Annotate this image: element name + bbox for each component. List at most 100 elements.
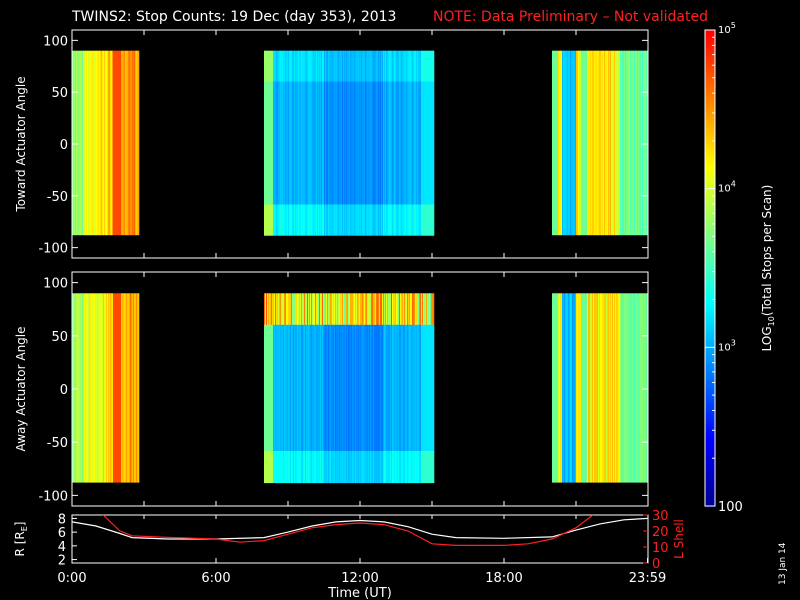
heatmap-cell <box>385 143 387 175</box>
heatmap-cell <box>395 50 397 82</box>
heatmap-cell <box>402 143 404 175</box>
y-tick-label-left: 8 <box>58 512 66 527</box>
heatmap-cell <box>355 419 357 452</box>
heatmap-cell <box>403 293 405 326</box>
colorbar-cell <box>705 171 715 173</box>
heatmap-cell <box>305 81 307 113</box>
colorbar-cell <box>705 371 715 373</box>
heatmap-cell <box>281 324 283 357</box>
heatmap-cell <box>100 293 102 483</box>
x-tick-label: 12:00 <box>341 571 378 586</box>
y-axis-label: Toward Actuator Angle <box>14 76 28 212</box>
colorbar-cell <box>705 178 715 180</box>
heatmap-cell <box>367 419 369 452</box>
heatmap-cell <box>620 293 622 483</box>
colorbar-cell <box>705 276 715 278</box>
colorbar-cell <box>705 87 715 89</box>
colorbar-cell <box>705 204 715 206</box>
heatmap-cell <box>321 204 323 236</box>
heatmap-cell <box>288 419 290 452</box>
heatmap-cell <box>608 293 610 483</box>
heatmap-cell <box>617 293 619 483</box>
heatmap-cell <box>398 324 400 357</box>
heatmap-cell <box>426 324 428 357</box>
colorbar-cell <box>705 208 715 210</box>
heatmap-cell <box>270 419 272 452</box>
heatmap-cell <box>294 173 296 205</box>
heatmap-cell <box>581 293 583 483</box>
heatmap-cell <box>341 387 343 420</box>
colorbar-cell <box>705 95 715 97</box>
heatmap-cell <box>319 419 321 452</box>
heatmap-cell <box>319 112 321 144</box>
colorbar-cell <box>705 407 715 409</box>
heatmap-cell <box>396 173 398 205</box>
colorbar-cell <box>705 121 715 123</box>
heatmap-cell <box>431 143 433 175</box>
heatmap-cell <box>415 143 417 175</box>
colorbar-cell <box>705 221 715 223</box>
heatmap-cell <box>91 293 93 483</box>
heatmap-cell <box>307 173 309 205</box>
heatmap-cell <box>396 81 398 113</box>
colorbar-cell <box>705 491 715 493</box>
heatmap-cell <box>424 293 426 326</box>
heatmap-cell <box>290 173 292 205</box>
heatmap-cell <box>410 112 412 144</box>
heatmap-cell <box>355 112 357 144</box>
heatmap-cell <box>329 387 331 420</box>
heatmap-cell <box>297 50 299 82</box>
heatmap-cell <box>383 50 385 82</box>
heatmap-cell <box>76 293 78 483</box>
heatmap-cell <box>622 293 624 483</box>
heatmap-cell <box>612 50 614 236</box>
heatmap-cell <box>267 387 269 420</box>
heatmap-cell <box>389 112 391 144</box>
heatmap-cell <box>402 324 404 357</box>
heatmap-cell <box>420 419 422 452</box>
heatmap-cell <box>361 204 363 236</box>
colorbar-cell <box>705 199 715 201</box>
heatmap-cell <box>321 143 323 175</box>
heatmap-cell <box>415 81 417 113</box>
heatmap-cell <box>322 112 324 144</box>
heatmap-cell <box>308 387 310 420</box>
heatmap-cell <box>354 143 356 175</box>
colorbar-cell <box>705 354 715 356</box>
heatmap-cell <box>395 112 397 144</box>
heatmap-cell <box>390 143 392 175</box>
heatmap-cell <box>268 387 270 420</box>
heatmap-cell <box>380 50 382 82</box>
heatmap-cell <box>106 293 108 483</box>
heatmap-cell <box>324 293 326 326</box>
heatmap-cell <box>307 356 309 389</box>
colorbar-cell <box>705 254 715 256</box>
heatmap-cell <box>268 419 270 452</box>
colorbar-cell <box>705 409 715 411</box>
heatmap-cell <box>284 143 286 175</box>
heatmap-cell <box>371 387 373 420</box>
heatmap-cell <box>376 324 378 357</box>
heatmap-cell <box>408 143 410 175</box>
heatmap-cell <box>433 143 435 175</box>
heatmap-cell <box>358 324 360 357</box>
heatmap-cell <box>308 50 310 82</box>
heatmap-cell <box>400 419 402 452</box>
heatmap-cell <box>337 451 339 484</box>
heatmap-cell <box>367 451 369 484</box>
heatmap-cell <box>325 419 327 452</box>
heatmap-cell <box>413 81 415 113</box>
heatmap-cell <box>274 451 276 484</box>
colorbar-cell <box>705 358 715 360</box>
heatmap-cell <box>327 451 329 484</box>
heatmap-cell <box>413 451 415 484</box>
heatmap-cell <box>330 50 332 82</box>
heatmap-cell <box>312 173 314 205</box>
heatmap-cell <box>417 387 419 420</box>
heatmap-cell <box>359 419 361 452</box>
heatmap-cell <box>272 387 274 420</box>
heatmap-cell <box>400 81 402 113</box>
heatmap-cell <box>405 356 407 389</box>
heatmap-cell <box>423 143 425 175</box>
heatmap-cell <box>369 143 371 175</box>
